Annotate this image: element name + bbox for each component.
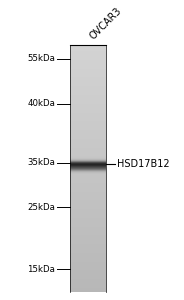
Text: HSD17B12: HSD17B12 [116, 159, 169, 169]
Text: 40kDa: 40kDa [27, 99, 55, 108]
Text: 15kDa: 15kDa [27, 265, 55, 274]
Text: 35kDa: 35kDa [27, 158, 55, 167]
Text: 25kDa: 25kDa [27, 203, 55, 212]
Text: OVCAR3: OVCAR3 [88, 5, 123, 41]
Text: 55kDa: 55kDa [27, 54, 55, 63]
